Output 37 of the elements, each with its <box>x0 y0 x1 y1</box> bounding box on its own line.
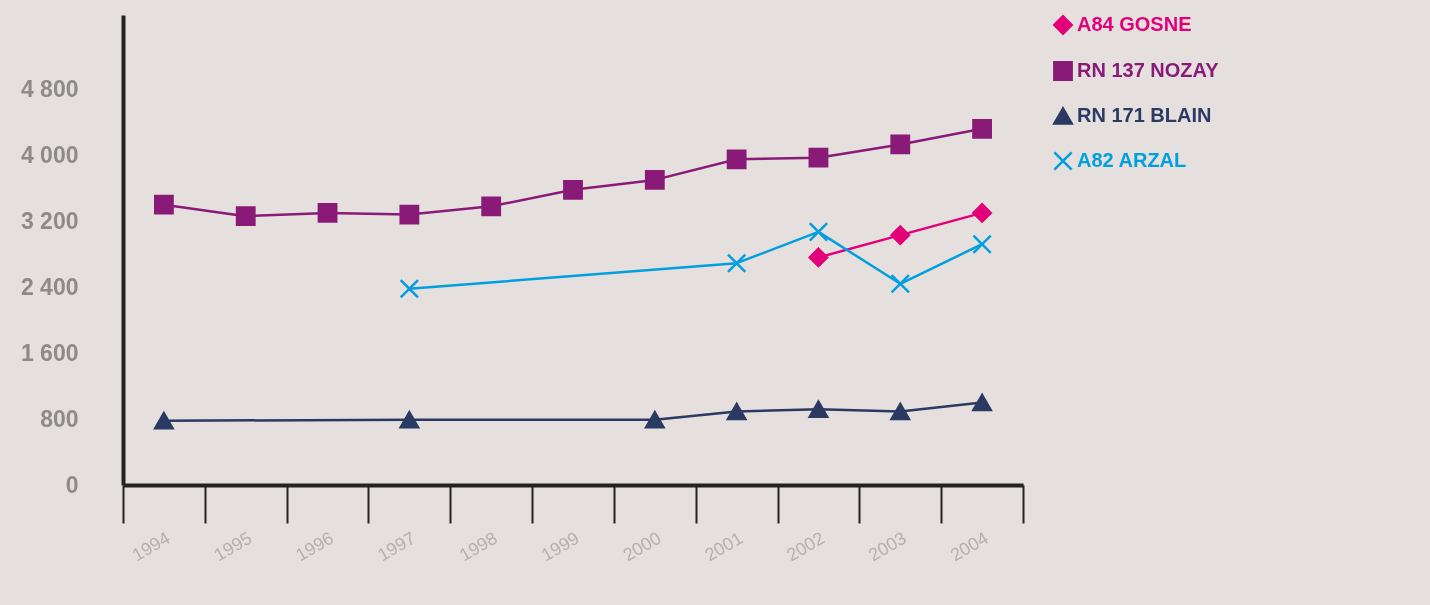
point <box>972 234 992 255</box>
point <box>154 411 174 430</box>
point <box>726 402 747 421</box>
legend-label: RN 171 BLAIN <box>1077 104 1212 126</box>
y-tick-label: 1 600 <box>20 339 79 366</box>
y-tick-label: 4 000 <box>20 141 79 168</box>
y-tick-label: 0 <box>65 471 79 498</box>
point <box>890 402 911 421</box>
point <box>808 400 829 418</box>
legend-label: A82 ARZAL <box>1077 149 1187 171</box>
y-tick-label: 4 800 <box>20 75 79 102</box>
point <box>808 147 829 168</box>
point <box>644 411 665 429</box>
point <box>890 134 911 155</box>
point <box>972 118 992 139</box>
point <box>972 202 992 223</box>
y-tick-label: 3 200 <box>20 207 79 234</box>
point <box>890 225 911 246</box>
point <box>808 221 829 242</box>
point <box>890 273 911 294</box>
point <box>808 247 829 268</box>
y-tick-label: 2 400 <box>20 273 79 300</box>
point <box>154 194 174 215</box>
point <box>235 206 256 227</box>
y-tick-label: 800 <box>40 405 79 432</box>
point <box>726 253 747 274</box>
point <box>644 170 665 190</box>
legend-label: A84 GOSNE <box>1077 13 1192 35</box>
legend-label: RN 137 NOZAY <box>1077 59 1220 81</box>
point <box>399 278 420 299</box>
point <box>399 411 420 429</box>
point <box>399 204 420 225</box>
point <box>726 149 747 170</box>
point <box>481 196 502 217</box>
point <box>563 179 583 200</box>
point <box>317 202 338 223</box>
point <box>972 393 992 412</box>
